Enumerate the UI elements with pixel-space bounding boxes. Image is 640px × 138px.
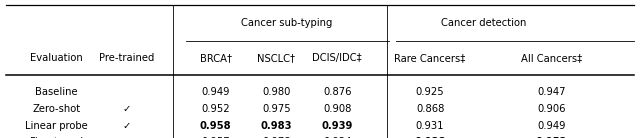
Text: Cancer detection: Cancer detection (440, 18, 526, 28)
Text: 0.952: 0.952 (536, 137, 568, 138)
Text: 0.906: 0.906 (538, 104, 566, 114)
Text: 0.938: 0.938 (414, 137, 446, 138)
Text: 0.958: 0.958 (200, 121, 232, 131)
Text: Rare Cancers‡: Rare Cancers‡ (394, 53, 466, 63)
Text: 0.949: 0.949 (538, 121, 566, 131)
Text: 0.957: 0.957 (202, 137, 230, 138)
Text: 0.868: 0.868 (416, 104, 444, 114)
Text: Zero-shot: Zero-shot (32, 104, 81, 114)
Text: 0.978: 0.978 (262, 137, 291, 138)
Text: 0.949: 0.949 (202, 87, 230, 97)
Text: 0.908: 0.908 (323, 104, 351, 114)
Text: 0.983: 0.983 (260, 121, 292, 131)
Text: All Cancers‡: All Cancers‡ (521, 53, 582, 63)
Text: Linear probe: Linear probe (25, 121, 88, 131)
Text: Cancer sub-typing: Cancer sub-typing (241, 18, 332, 28)
Text: 0.925: 0.925 (416, 87, 444, 97)
Text: 0.952: 0.952 (202, 104, 230, 114)
Text: Pre-trained: Pre-trained (99, 53, 154, 63)
Text: Fine-tuned: Fine-tuned (29, 137, 83, 138)
Text: 0.975: 0.975 (262, 104, 291, 114)
Text: ✓: ✓ (122, 104, 131, 114)
Text: DCIS/IDC‡: DCIS/IDC‡ (312, 53, 362, 63)
Text: NSCLC†: NSCLC† (257, 53, 296, 63)
Text: Evaluation: Evaluation (30, 53, 83, 63)
Text: 0.980: 0.980 (262, 87, 291, 97)
Text: Baseline: Baseline (35, 87, 77, 97)
Text: BRCA†: BRCA† (200, 53, 232, 63)
Text: 0.947: 0.947 (538, 87, 566, 97)
Text: 0.924: 0.924 (323, 137, 351, 138)
Text: 0.876: 0.876 (323, 87, 351, 97)
Text: ✓: ✓ (122, 137, 131, 138)
Text: 0.931: 0.931 (416, 121, 444, 131)
Text: ✓: ✓ (122, 121, 131, 131)
Text: 0.939: 0.939 (321, 121, 353, 131)
